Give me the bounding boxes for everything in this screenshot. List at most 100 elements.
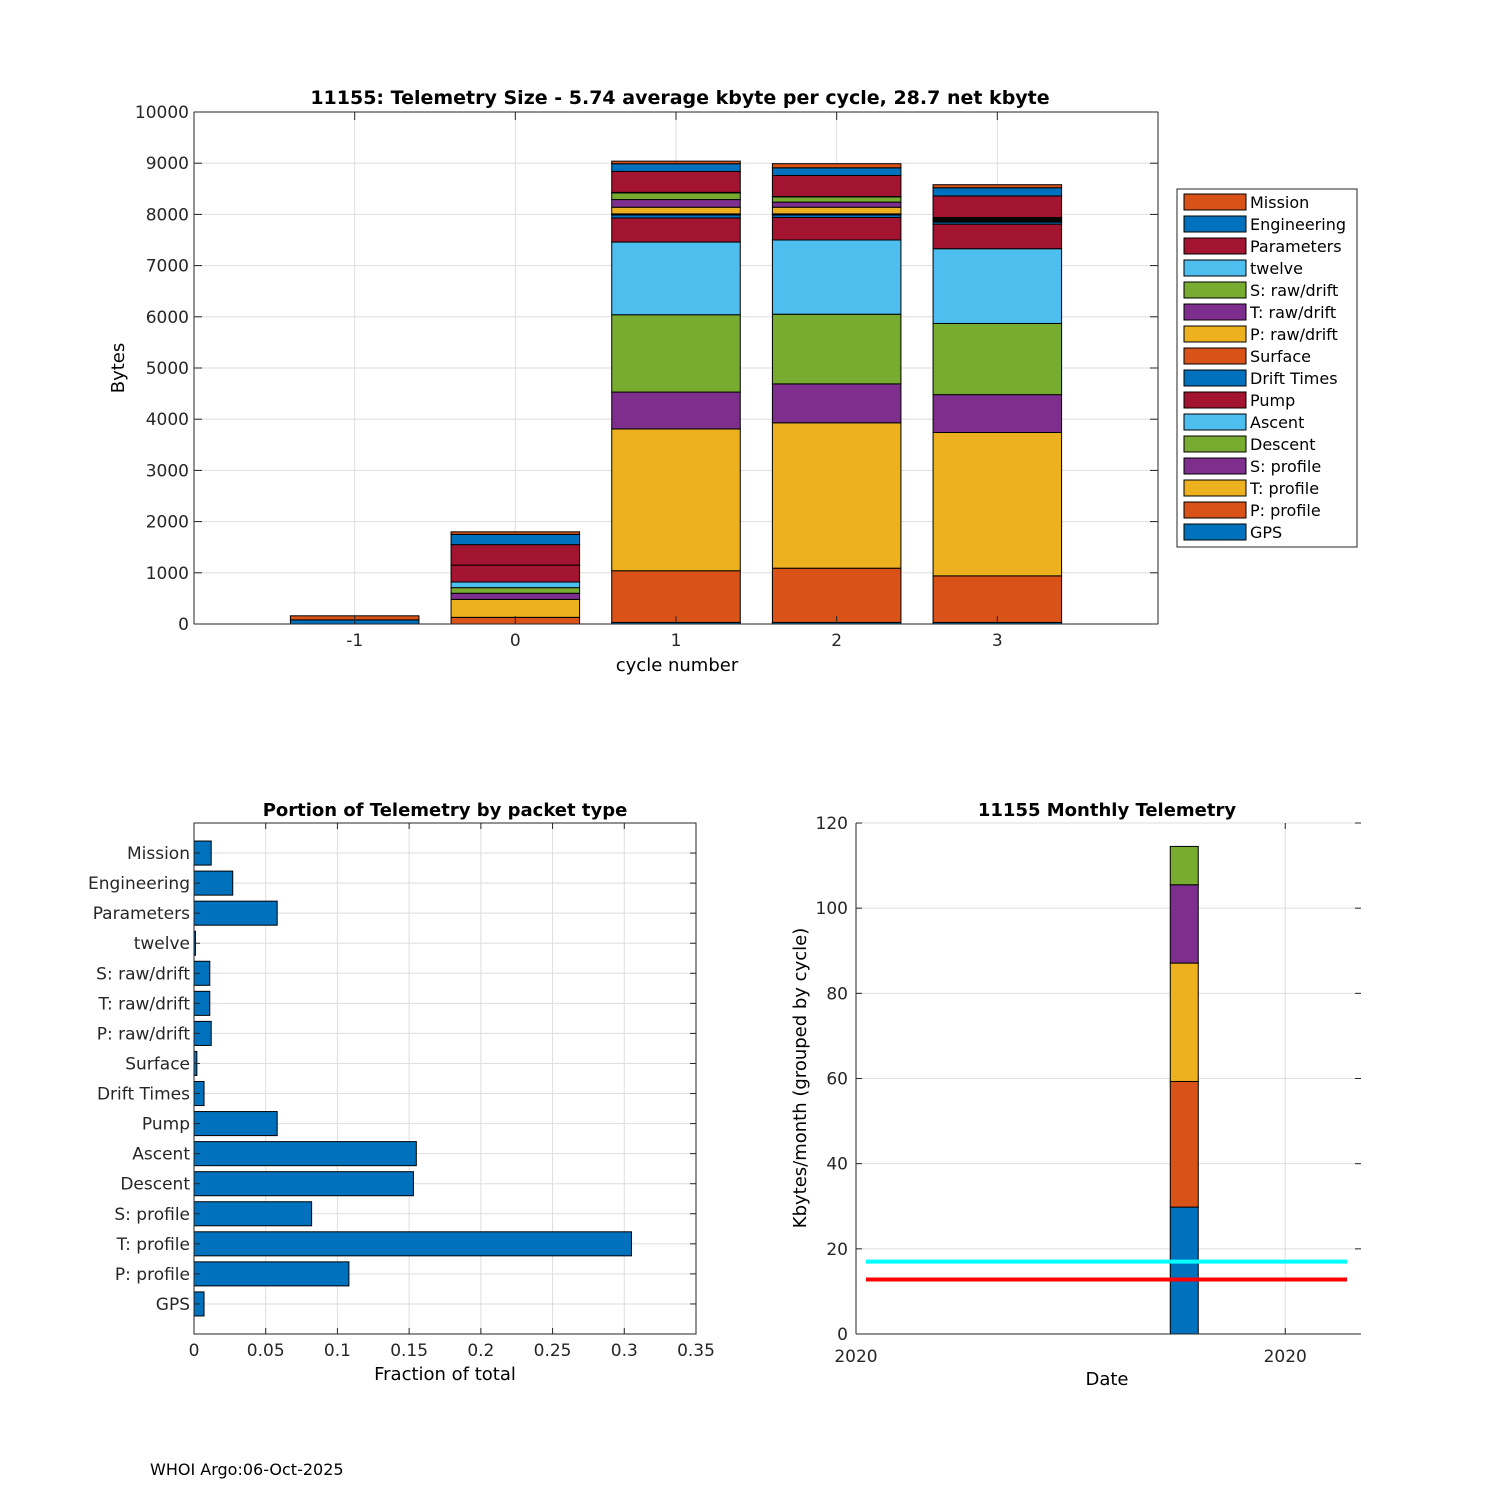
chart2-bar (193, 1261, 350, 1287)
chart1-ytick-label: 10000 (135, 103, 189, 123)
chart3-ytick-label: 20 (826, 1240, 848, 1260)
chart1-bar-segment (771, 201, 902, 208)
chart1-bar-segment (611, 160, 741, 165)
chart1-bar-segment (611, 314, 741, 393)
chart2-ytick-label: S: profile (114, 1205, 190, 1225)
chart1-bar-segment (932, 432, 1063, 577)
chart1-legend-label: S: profile (1250, 457, 1321, 476)
chart1-bar-segment (611, 192, 741, 201)
chart2-ytick-label: Descent (120, 1175, 190, 1195)
chart1-ytick-label: 2000 (146, 513, 189, 533)
chart1-legend-label: twelve (1250, 259, 1303, 278)
chart1-bar-segment (771, 196, 902, 203)
chart1-bar-segment (932, 248, 1063, 324)
chart2-xtick-label: 0.25 (534, 1341, 572, 1361)
chart1-bar-segment (450, 598, 581, 618)
chart3-xtick-label: 2020 (834, 1347, 877, 1367)
chart1-bars (289, 160, 1063, 625)
chart1-legend-swatch (1183, 369, 1247, 387)
monthly-telemetry-chart: 11155 Monthly Telemetry 0 20 40 60 80 100 120 2… (790, 800, 1361, 1390)
chart1-xlabel: cycle number (616, 655, 739, 676)
chart1-legend: Mission Engineering Parameters twelve S: raw… (1176, 188, 1358, 548)
chart1-legend-label: Descent (1250, 435, 1316, 454)
stacked-telemetry-chart: 11155: Telemetry Size - 5.74 average kby… (108, 87, 1358, 676)
chart1-title: 11155: Telemetry Size - 5.74 average kby… (310, 87, 1049, 109)
chart1-legend-label: Pump (1250, 391, 1295, 410)
chart1-ytick-label: 9000 (146, 154, 189, 174)
chart2-xtick-label: 0.05 (247, 1341, 285, 1361)
chart1-legend-swatch (1183, 501, 1247, 519)
chart2-ytick-label: Drift Times (97, 1085, 190, 1105)
chart1-legend-swatch (1183, 193, 1247, 211)
chart1-bar-segment (771, 239, 902, 315)
chart1-ytick-label: 6000 (146, 308, 189, 328)
chart3-xtick-label: 2020 (1264, 1347, 1307, 1367)
chart2-ytick-label: P: raw/drift (97, 1024, 191, 1044)
chart1-ticks: 0 1000 2000 3000 4000 5000 6000 7000 8000 9000 100… (135, 103, 1158, 651)
chart2-xtick-label: 0.2 (467, 1341, 494, 1361)
chart2-ytick-label: P: profile (115, 1265, 190, 1285)
chart3-ylabel: Kbytes/month (grouped by cycle) (790, 928, 811, 1228)
chart2-xtick-label: 0 (189, 1341, 200, 1361)
chart1-ytick-label: 8000 (146, 205, 189, 225)
chart2-ytick-label: S: raw/drift (96, 964, 190, 984)
chart1-legend-swatch (1183, 281, 1247, 299)
portion-by-packet-chart: Portion of Telemetry by packet type 0 0.0… (88, 800, 715, 1385)
chart1-bar-segment (611, 163, 741, 172)
footer-text: WHOI Argo:06-Oct-2025 (150, 1460, 344, 1479)
chart2-title: Portion of Telemetry by packet type (263, 800, 628, 821)
chart1-legend-label: Surface (1250, 347, 1311, 366)
chart1-bar-segment (932, 195, 1063, 218)
chart2-ytick-label: T: raw/drift (97, 994, 190, 1014)
chart1-bar-segment (450, 533, 581, 546)
chart1-bar-segment (771, 163, 902, 169)
chart1-legend-label: Drift Times (1250, 369, 1338, 388)
chart1-legend-swatch (1183, 435, 1247, 453)
chart3-bar-segment (1169, 1206, 1199, 1335)
chart2-bar (193, 1111, 278, 1137)
chart1-legend-swatch (1183, 457, 1247, 475)
chart1-bar-segment (932, 322, 1063, 396)
chart1-legend-swatch (1183, 347, 1247, 365)
chart1-bar-segment (450, 581, 581, 589)
chart1-ylabel: Bytes (108, 343, 129, 394)
chart1-bar-segment (611, 428, 741, 572)
chart2-xtick-label: 0.3 (611, 1341, 638, 1361)
chart1-bar-segment (450, 587, 581, 594)
chart2-bar (193, 1171, 414, 1197)
chart1-ytick-label: 1000 (146, 564, 189, 584)
chart1-xtick-label: 0 (510, 631, 521, 651)
chart1-bar-segment (771, 167, 902, 176)
chart1-legend-label: P: profile (1250, 501, 1321, 520)
chart1-legend-swatch (1183, 523, 1247, 541)
chart2-xtick-label: 0.1 (324, 1341, 351, 1361)
chart1-legend-swatch (1183, 237, 1247, 255)
chart1-legend-label: Ascent (1250, 413, 1304, 432)
chart1-xtick-label: 2 (831, 631, 842, 651)
chart2-ytick-label: Ascent (132, 1145, 190, 1165)
chart2-ytick-label: Engineering (88, 874, 190, 894)
chart1-legend-label: Mission (1250, 193, 1309, 212)
chart2-axes-box (193, 822, 697, 1335)
chart1-ytick-label: 0 (178, 615, 189, 635)
chart3-ytick-label: 120 (816, 814, 848, 834)
chart3-ytick-label: 60 (826, 1070, 848, 1090)
chart1-legend-swatch (1183, 413, 1247, 431)
chart1-legend-swatch (1183, 303, 1247, 321)
chart1-legend-label: GPS (1250, 523, 1282, 542)
chart1-ytick-label: 3000 (146, 461, 189, 481)
chart2-ytick-label: Parameters (93, 904, 190, 924)
chart1-legend-swatch (1183, 215, 1247, 233)
chart1-bar-segment (932, 394, 1063, 434)
chart3-ytick-label: 40 (826, 1155, 848, 1175)
chart1-legend-label: T: profile (1249, 479, 1319, 498)
chart3-xlabel: Date (1085, 1369, 1128, 1390)
chart1-bar-segment (771, 216, 902, 241)
chart3-bar-segment (1169, 884, 1199, 964)
chart1-bar-segment (771, 383, 902, 424)
chart3-reference-lines (866, 1259, 1347, 1282)
chart1-bar-segment (611, 570, 741, 623)
chart3-ticks: 0 20 40 60 80 100 120 2020 2020 (816, 814, 1361, 1367)
chart2-xtick-label: 0.15 (390, 1341, 428, 1361)
